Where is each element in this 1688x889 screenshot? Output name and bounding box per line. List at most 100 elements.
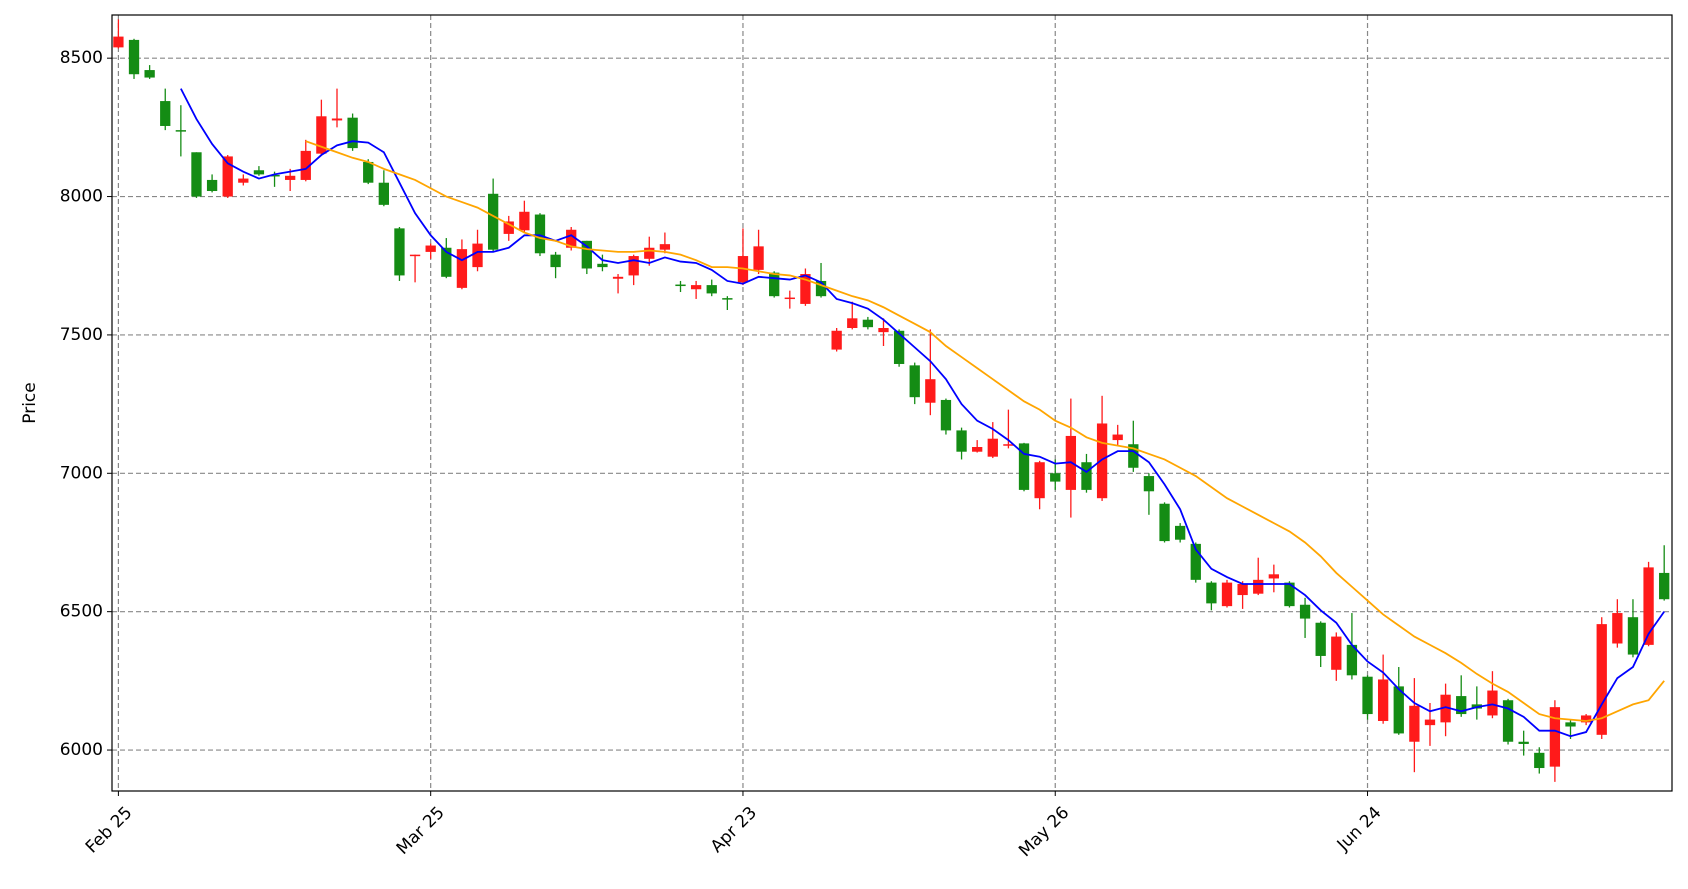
candle-body xyxy=(784,297,795,300)
candle-body xyxy=(1206,582,1217,604)
candle-body xyxy=(893,330,905,364)
candle-body xyxy=(847,318,858,329)
y-axis-label: Price xyxy=(20,382,40,423)
candle-body xyxy=(128,39,140,75)
x-tick-label: May 26 xyxy=(1015,803,1073,861)
candle-body xyxy=(831,330,842,350)
candle-body xyxy=(285,175,296,180)
candle-body xyxy=(753,246,764,270)
candle-body xyxy=(659,244,671,250)
candle-body xyxy=(769,272,780,297)
candle-body xyxy=(909,365,920,398)
y-tick-label: 6000 xyxy=(60,740,103,760)
candle-body xyxy=(175,130,187,132)
moving-average-line xyxy=(180,88,1665,738)
candle-body xyxy=(347,117,358,149)
candle-body xyxy=(1050,473,1061,482)
candle-body xyxy=(503,221,514,234)
y-tick-label: 6500 xyxy=(60,602,103,622)
candle-body xyxy=(160,101,171,126)
candle-body xyxy=(550,254,561,268)
candle-body xyxy=(690,285,702,290)
candle-body xyxy=(1034,462,1045,499)
candle-body xyxy=(597,263,608,268)
candle-body xyxy=(363,161,374,183)
candle-body xyxy=(1659,572,1670,600)
candle-body xyxy=(253,170,265,175)
candle-body xyxy=(144,70,155,78)
candle-body xyxy=(1112,434,1123,441)
candle-body xyxy=(1237,583,1248,596)
candle-body xyxy=(191,152,202,197)
candle-body xyxy=(378,182,389,205)
y-tick-label: 8500 xyxy=(60,48,103,68)
candle-body xyxy=(1409,705,1420,742)
x-tick-label: Mar 25 xyxy=(393,803,449,859)
candle-body xyxy=(1612,613,1623,644)
candle-body xyxy=(1331,636,1342,670)
candle-body xyxy=(800,274,811,304)
candle-body xyxy=(862,319,874,328)
candle-body xyxy=(1549,707,1561,767)
candle-body xyxy=(612,276,624,279)
candle-body xyxy=(644,247,655,259)
candle-body xyxy=(1518,741,1529,744)
candle-body xyxy=(706,285,717,294)
candle-body xyxy=(1377,679,1389,721)
candle-body xyxy=(472,243,483,268)
candle-body xyxy=(394,228,405,276)
candle-body xyxy=(222,156,233,197)
candle-body xyxy=(1440,694,1451,723)
plot-frame xyxy=(111,14,1673,792)
candle-body xyxy=(956,430,967,452)
candle-body xyxy=(331,118,343,121)
candle-body xyxy=(987,438,998,457)
candle-body xyxy=(425,245,436,252)
candle-body xyxy=(1362,676,1373,715)
candle-body xyxy=(534,214,546,254)
candle-body xyxy=(1424,719,1436,726)
candle-body xyxy=(1643,567,1654,645)
candle-body xyxy=(456,249,468,288)
candle-body xyxy=(1456,696,1467,715)
candle-body xyxy=(1346,644,1358,676)
candle-body xyxy=(316,116,327,154)
candle-body xyxy=(1081,462,1092,490)
candle-body xyxy=(940,399,952,431)
candle-body xyxy=(269,174,280,177)
candle-body xyxy=(409,254,421,257)
candle-body xyxy=(206,179,218,192)
candle-body xyxy=(1253,579,1264,594)
candle-body xyxy=(1143,476,1155,492)
candle-body xyxy=(1284,582,1295,607)
candle-body xyxy=(1128,444,1139,468)
y-tick-label: 7000 xyxy=(60,463,103,483)
y-tick-label: 8000 xyxy=(60,187,103,207)
candle-body xyxy=(1299,604,1311,619)
candle-body xyxy=(925,379,936,403)
candle-body xyxy=(566,229,577,248)
candle-body xyxy=(1003,444,1014,446)
candle-body xyxy=(1534,752,1545,769)
candle-body xyxy=(581,240,592,269)
candle-body xyxy=(1565,722,1576,727)
candle-body xyxy=(1502,700,1514,742)
candle-body xyxy=(1190,543,1201,580)
candle-body xyxy=(1393,686,1404,734)
candle-body xyxy=(722,298,733,300)
candle-body xyxy=(815,280,827,297)
candle-body xyxy=(300,150,311,180)
candle-body xyxy=(487,193,499,250)
candle-body xyxy=(1159,503,1170,542)
candle-body xyxy=(1268,574,1279,579)
candle-body xyxy=(1596,624,1607,735)
candle-body xyxy=(1315,622,1326,656)
candle-body xyxy=(1175,525,1186,540)
candle-body xyxy=(238,178,249,183)
candle-body xyxy=(113,36,124,48)
candle-body xyxy=(441,247,452,277)
candle-body xyxy=(878,328,889,333)
x-tick-label: Jun 24 xyxy=(1333,803,1386,856)
